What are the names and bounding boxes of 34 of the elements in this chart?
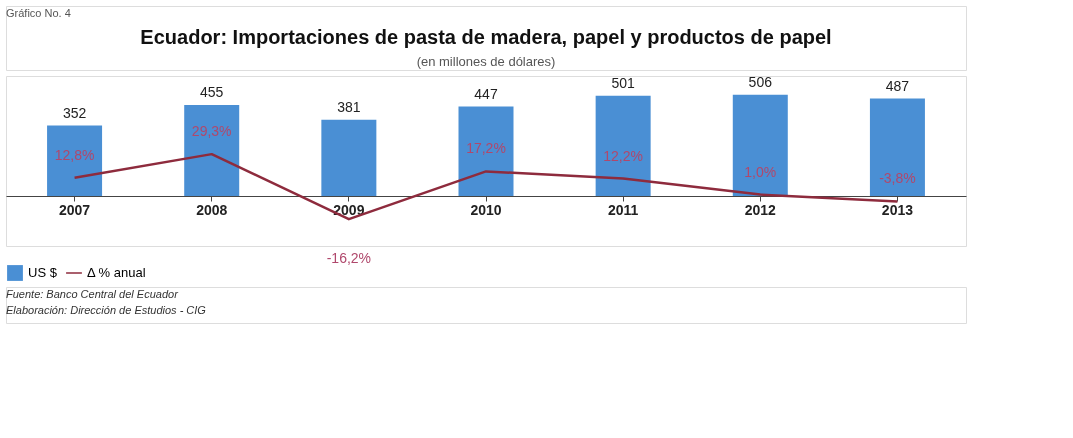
text: Elaboración: Dirección de Estudios - CIG — [6, 304, 207, 316]
data-label: 381 — [337, 98, 361, 115]
data-label: 352 — [62, 104, 87, 121]
x-tick-label: 2007 — [58, 201, 91, 218]
data-label: 487 — [885, 77, 910, 94]
data-label: 17,2% — [466, 140, 506, 157]
source-note: Fuente: Banco Central del Ecuador — [6, 288, 180, 300]
x-tick-label: 2011 — [607, 201, 639, 218]
data-label: 501 — [611, 74, 636, 91]
data-label: 506 — [748, 73, 773, 90]
data-label: 12,8% — [54, 146, 95, 163]
data-label: -16,2% — [326, 250, 372, 267]
data-label: 447 — [474, 85, 498, 102]
data-label: 1,0% — [744, 163, 777, 180]
bar — [321, 119, 377, 196]
data-label: -3,8% — [879, 170, 916, 187]
bar — [47, 125, 103, 196]
bar — [732, 94, 788, 196]
x-tick-label: 2010 — [470, 201, 502, 218]
data-label: 29,3% — [191, 123, 232, 140]
x-tick-label: 2012 — [744, 201, 777, 218]
bar — [595, 95, 651, 196]
bar — [869, 98, 925, 196]
bar — [458, 106, 514, 196]
legend-label: US $ — [28, 265, 58, 280]
data-label: 455 — [200, 84, 224, 100]
x-tick-label: 2013 — [881, 201, 914, 218]
chart-title: Ecuador: Importaciones de pasta de madera, papel y productos de papel — [140, 26, 832, 48]
x-tick-label: 2008 — [196, 201, 228, 218]
text: Gráfico No. 4 — [6, 7, 71, 19]
bar — [184, 105, 240, 196]
legend-label: Δ % anual — [87, 265, 146, 280]
data-label: 12,2% — [603, 147, 643, 164]
chart-subtitle: (en millones de dólares) — [416, 54, 556, 69]
